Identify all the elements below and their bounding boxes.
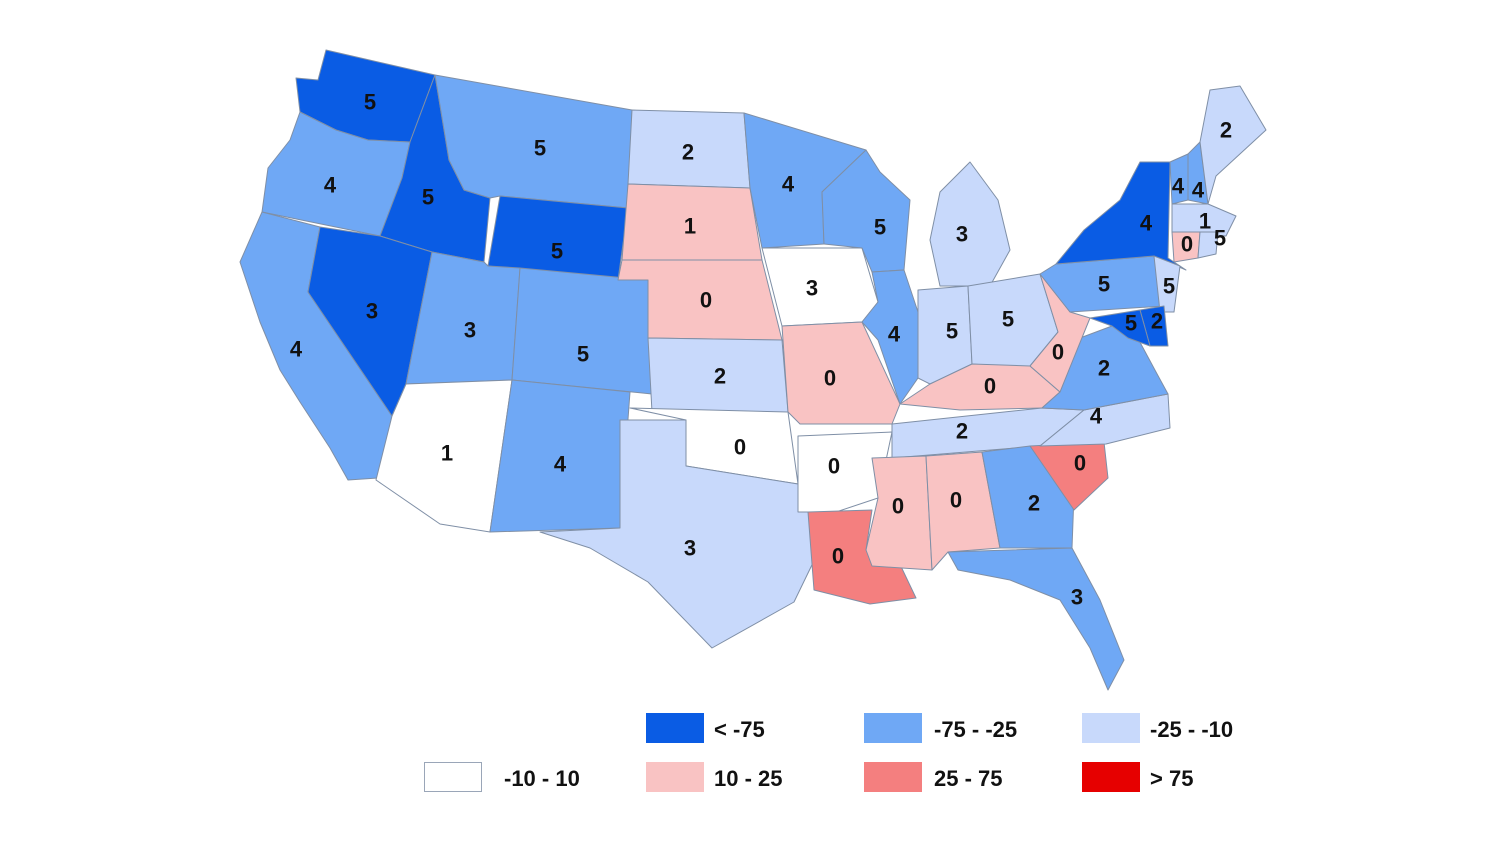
legend-swatch-m75-25	[864, 713, 922, 743]
state-value-nj: 5	[1163, 274, 1175, 299]
state-mi	[929, 161, 1011, 287]
state-value-va: 2	[1098, 356, 1110, 381]
state-value-ct: 0	[1181, 232, 1193, 257]
state-value-oh: 5	[1002, 307, 1014, 332]
state-value-il: 4	[888, 322, 901, 347]
legend-label-p25-75: 25 - 75	[934, 766, 1003, 791]
state-me	[1199, 85, 1267, 205]
state-value-tn: 2	[956, 419, 968, 444]
state-la	[807, 509, 917, 605]
state-al	[925, 451, 1001, 571]
state-value-wi: 5	[874, 215, 886, 240]
state-ia	[761, 247, 879, 327]
state-value-sd: 1	[684, 214, 696, 239]
state-value-sc: 0	[1074, 451, 1086, 476]
state-value-al: 0	[950, 488, 962, 513]
state-fl	[947, 547, 1125, 691]
state-value-wa: 5	[364, 90, 376, 115]
state-value-ga: 2	[1028, 491, 1040, 516]
legend-label-m10-10: -10 - 10	[504, 766, 580, 791]
state-value-fl: 3	[1071, 585, 1083, 610]
state-ri	[1197, 231, 1219, 259]
state-ma	[1171, 203, 1237, 237]
legend-label-m25-10: -25 - -10	[1150, 717, 1234, 742]
legend-label-gt75: > 75	[1150, 766, 1194, 791]
state-value-or: 4	[324, 173, 337, 198]
state-value-la: 0	[832, 544, 844, 569]
state-value-mn: 4	[782, 172, 795, 197]
state-value-me: 2	[1220, 118, 1232, 143]
legend-swatch-lt-75	[646, 713, 704, 743]
state-value-nm: 4	[554, 452, 567, 477]
state-value-mi: 3	[956, 222, 968, 247]
state-value-md: 5	[1125, 311, 1137, 336]
state-value-az: 1	[441, 441, 453, 466]
legend-swatch-p10-25	[646, 762, 704, 792]
state-value-ny: 4	[1140, 211, 1153, 236]
state-value-ma: 1	[1199, 209, 1211, 234]
state-value-mt: 5	[534, 136, 546, 161]
state-tx	[539, 419, 825, 649]
legend-swatch-m10-10	[424, 762, 482, 792]
state-value-in: 5	[946, 319, 958, 344]
state-value-tx: 3	[684, 536, 696, 561]
state-value-vt: 4	[1172, 174, 1185, 199]
state-co	[511, 267, 653, 395]
legend-label-lt-75: < -75	[714, 717, 765, 742]
legend-label-p10-25: 10 - 25	[714, 766, 783, 791]
state-value-ky: 0	[984, 374, 996, 399]
state-value-ok: 0	[734, 435, 746, 460]
state-value-ca: 4	[290, 337, 303, 362]
legend-label-m75-25: -75 - -25	[934, 717, 1018, 742]
state-value-ut: 3	[464, 318, 476, 343]
state-value-wy: 5	[551, 239, 563, 264]
state-value-pa: 5	[1098, 272, 1110, 297]
state-value-de: 2	[1151, 309, 1163, 334]
legend-swatch-m25-10	[1082, 713, 1140, 743]
state-nc	[1039, 393, 1171, 447]
legend-swatch-p25-75	[864, 762, 922, 792]
state-value-co: 5	[577, 342, 589, 367]
state-value-mo: 0	[824, 366, 836, 391]
state-nj	[1153, 255, 1181, 313]
state-value-ms: 0	[892, 494, 904, 519]
state-value-nh: 4	[1192, 178, 1205, 203]
state-value-ar: 0	[828, 454, 840, 479]
state-value-ri: 5	[1214, 226, 1226, 251]
state-value-ia: 3	[806, 276, 818, 301]
state-value-id: 5	[422, 185, 434, 210]
state-value-ks: 2	[714, 364, 726, 389]
state-value-wv: 0	[1052, 340, 1064, 365]
state-value-nv: 3	[366, 299, 378, 324]
state-value-nd: 2	[682, 140, 694, 165]
state-md	[1089, 309, 1151, 347]
legend-swatch-gt75	[1082, 762, 1140, 792]
state-value-ne: 0	[700, 288, 712, 313]
state-value-nc: 4	[1090, 404, 1103, 429]
state-ny	[1055, 161, 1187, 271]
